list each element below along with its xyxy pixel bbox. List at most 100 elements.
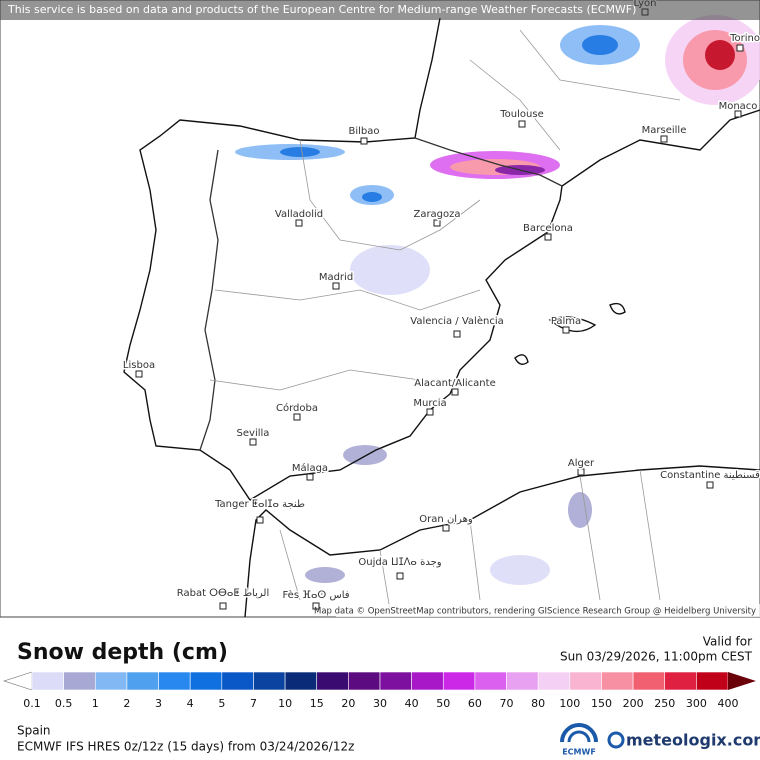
scale-tick-label: 50 — [436, 697, 450, 710]
city-label: Torino — [729, 33, 760, 44]
scale-tick-label: 200 — [623, 697, 644, 710]
city-label: Barcelona — [523, 223, 573, 234]
city-marker — [219, 602, 227, 610]
city-marker — [660, 135, 668, 143]
scale-tick-label: 1 — [92, 697, 99, 710]
scale-segment — [94, 671, 128, 691]
scale-segment — [506, 671, 539, 691]
attribution: This service is based on data and produc… — [7, 3, 636, 16]
city-marker — [451, 388, 459, 396]
scale-tick-label: 7 — [250, 697, 257, 710]
valid-date: Sun 03/29/2026, 11:00pm CEST — [560, 650, 753, 664]
scale-tick-label: 80 — [531, 697, 545, 710]
city-marker — [312, 602, 320, 610]
scale-tick-label: 0.5 — [55, 697, 73, 710]
city-label: Marseille — [642, 125, 687, 136]
scale-segment — [632, 671, 666, 691]
city-label: Valladolid — [275, 209, 323, 220]
city-marker — [736, 44, 744, 52]
scale-tick-label: 30 — [373, 697, 387, 710]
attribution-band — [0, 0, 760, 20]
city-label: Rabat ⵔⴱⴰⵟ الرباط — [177, 588, 269, 599]
scale-segment — [126, 671, 159, 691]
scale-tick-label: 250 — [654, 697, 675, 710]
scale-segment — [158, 671, 191, 691]
scale-tick-label: 3 — [155, 697, 162, 710]
city-marker — [295, 219, 303, 227]
city-marker — [426, 408, 434, 416]
scale-segment — [696, 671, 729, 691]
valid-label: Valid for — [703, 635, 752, 649]
ecmwf-logo: ECMWF — [560, 723, 598, 757]
city-marker — [518, 120, 526, 128]
city-marker — [306, 473, 314, 481]
city-marker — [706, 481, 714, 489]
scale-tick-label: 10 — [278, 697, 292, 710]
city-label: Sevilla — [237, 428, 270, 439]
map-credit: Map data © OpenStreetMap contributors, r… — [314, 607, 756, 617]
scale-tick-label: 15 — [310, 697, 324, 710]
city-label: Alacant/Alicante — [414, 378, 495, 389]
scale-tick-label: 60 — [468, 697, 482, 710]
scale-segment — [284, 671, 318, 691]
scale-tick-label: 150 — [591, 697, 612, 710]
city-label: Valencia / València — [410, 315, 503, 327]
city-label: Monaco — [719, 101, 758, 112]
scale-segment — [474, 671, 507, 691]
city-marker — [332, 282, 340, 290]
city-label: Alger — [568, 458, 595, 469]
scale-segment — [316, 671, 349, 691]
city-marker — [734, 110, 742, 118]
city-label: Zaragoza — [413, 209, 460, 220]
city-marker — [249, 438, 257, 446]
scale-segment — [569, 671, 602, 691]
city-marker — [442, 524, 450, 532]
scale-tick-label: 2 — [123, 697, 130, 710]
scale-segment — [379, 671, 412, 691]
regions — [209, 29, 681, 611]
scale-segment — [253, 671, 286, 691]
scale-segment — [601, 671, 634, 691]
city-label: Palma — [551, 316, 581, 327]
scale-tick-label: 5 — [218, 697, 225, 710]
scale-tick-label: 100 — [559, 697, 580, 710]
scale-under — [3, 671, 33, 691]
city-label: Constantine قسنطينة — [660, 470, 760, 481]
map-frame — [0, 0, 760, 618]
scale-segment — [189, 671, 223, 691]
city-marker — [453, 330, 461, 338]
city-label: Fès ⴼⴰⵙ فاس — [282, 589, 349, 601]
city-marker — [360, 137, 368, 145]
scale-segment — [442, 671, 476, 691]
scale-over — [728, 672, 756, 690]
region: Spain — [17, 724, 51, 738]
scale-tick-label: 20 — [341, 697, 355, 710]
city-label: Madrid — [319, 272, 353, 283]
scale-tick-label: 400 — [718, 697, 739, 710]
ecmwf-text: ECMWF — [562, 748, 596, 757]
model-run: ECMWF IFS HRES 0z/12z (15 days) from 03/… — [17, 740, 354, 754]
city-marker — [396, 572, 404, 580]
city-marker — [562, 326, 570, 334]
color-scale: 0.1 0.5 1 2 3 4 5 7 10 15 20 30 40 50 60 70 80 100 150 200 2… — [3, 671, 756, 710]
city-layer: LyonTorinoMonacoToulouseMarseilleBilbaoV… — [121, 0, 760, 610]
scale-tick-label: 300 — [686, 697, 707, 710]
scale-tick-label: 4 — [187, 697, 194, 710]
city-label: Málaga — [292, 462, 328, 474]
snow-overlay — [235, 15, 760, 585]
city-label: Tanger ⵟⴰⵏⵊⴰ طنجة — [214, 499, 305, 510]
credit-band — [336, 604, 760, 617]
city-label: Toulouse — [499, 109, 543, 120]
city-label: Lisboa — [123, 360, 155, 371]
city-marker — [577, 468, 585, 476]
city-marker — [433, 219, 441, 227]
scale-segment — [63, 671, 96, 691]
scale-segment — [31, 671, 64, 691]
scale-segment — [537, 671, 571, 691]
borders — [199, 137, 563, 451]
brand-icon — [607, 731, 625, 749]
city-label: Bilbao — [348, 126, 379, 137]
brand: meteologix.com — [626, 731, 760, 750]
